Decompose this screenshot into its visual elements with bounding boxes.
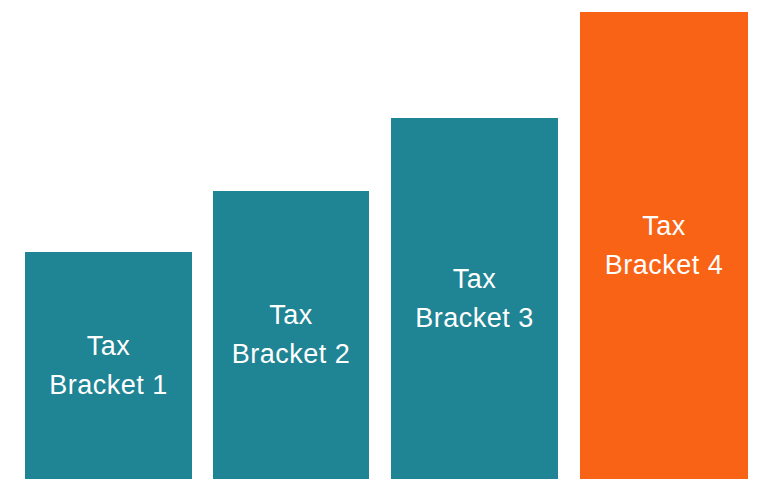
bar-label: Tax Bracket 2 (232, 296, 351, 374)
bar-label: Tax Bracket 3 (415, 260, 534, 338)
bar-label-line2: Bracket 2 (232, 335, 351, 374)
bar-label-line2: Bracket 4 (605, 246, 724, 285)
bar-label-line2: Bracket 3 (415, 299, 534, 338)
bar-tax-bracket-3: Tax Bracket 3 (391, 118, 558, 479)
bar-label-line1: Tax (232, 296, 351, 335)
bar-label-line2: Bracket 1 (49, 366, 168, 405)
bar-label: Tax Bracket 1 (49, 327, 168, 405)
bar-tax-bracket-4-highlighted: Tax Bracket 4 (580, 12, 748, 479)
bar-label-line1: Tax (605, 207, 724, 246)
bar-tax-bracket-2: Tax Bracket 2 (213, 191, 369, 479)
bar-label: Tax Bracket 4 (605, 207, 724, 285)
bar-label-line1: Tax (415, 260, 534, 299)
tax-bracket-bar-chart: Tax Bracket 1 Tax Bracket 2 Tax Bracket … (0, 0, 779, 495)
bar-tax-bracket-1: Tax Bracket 1 (25, 252, 192, 479)
bar-label-line1: Tax (49, 327, 168, 366)
